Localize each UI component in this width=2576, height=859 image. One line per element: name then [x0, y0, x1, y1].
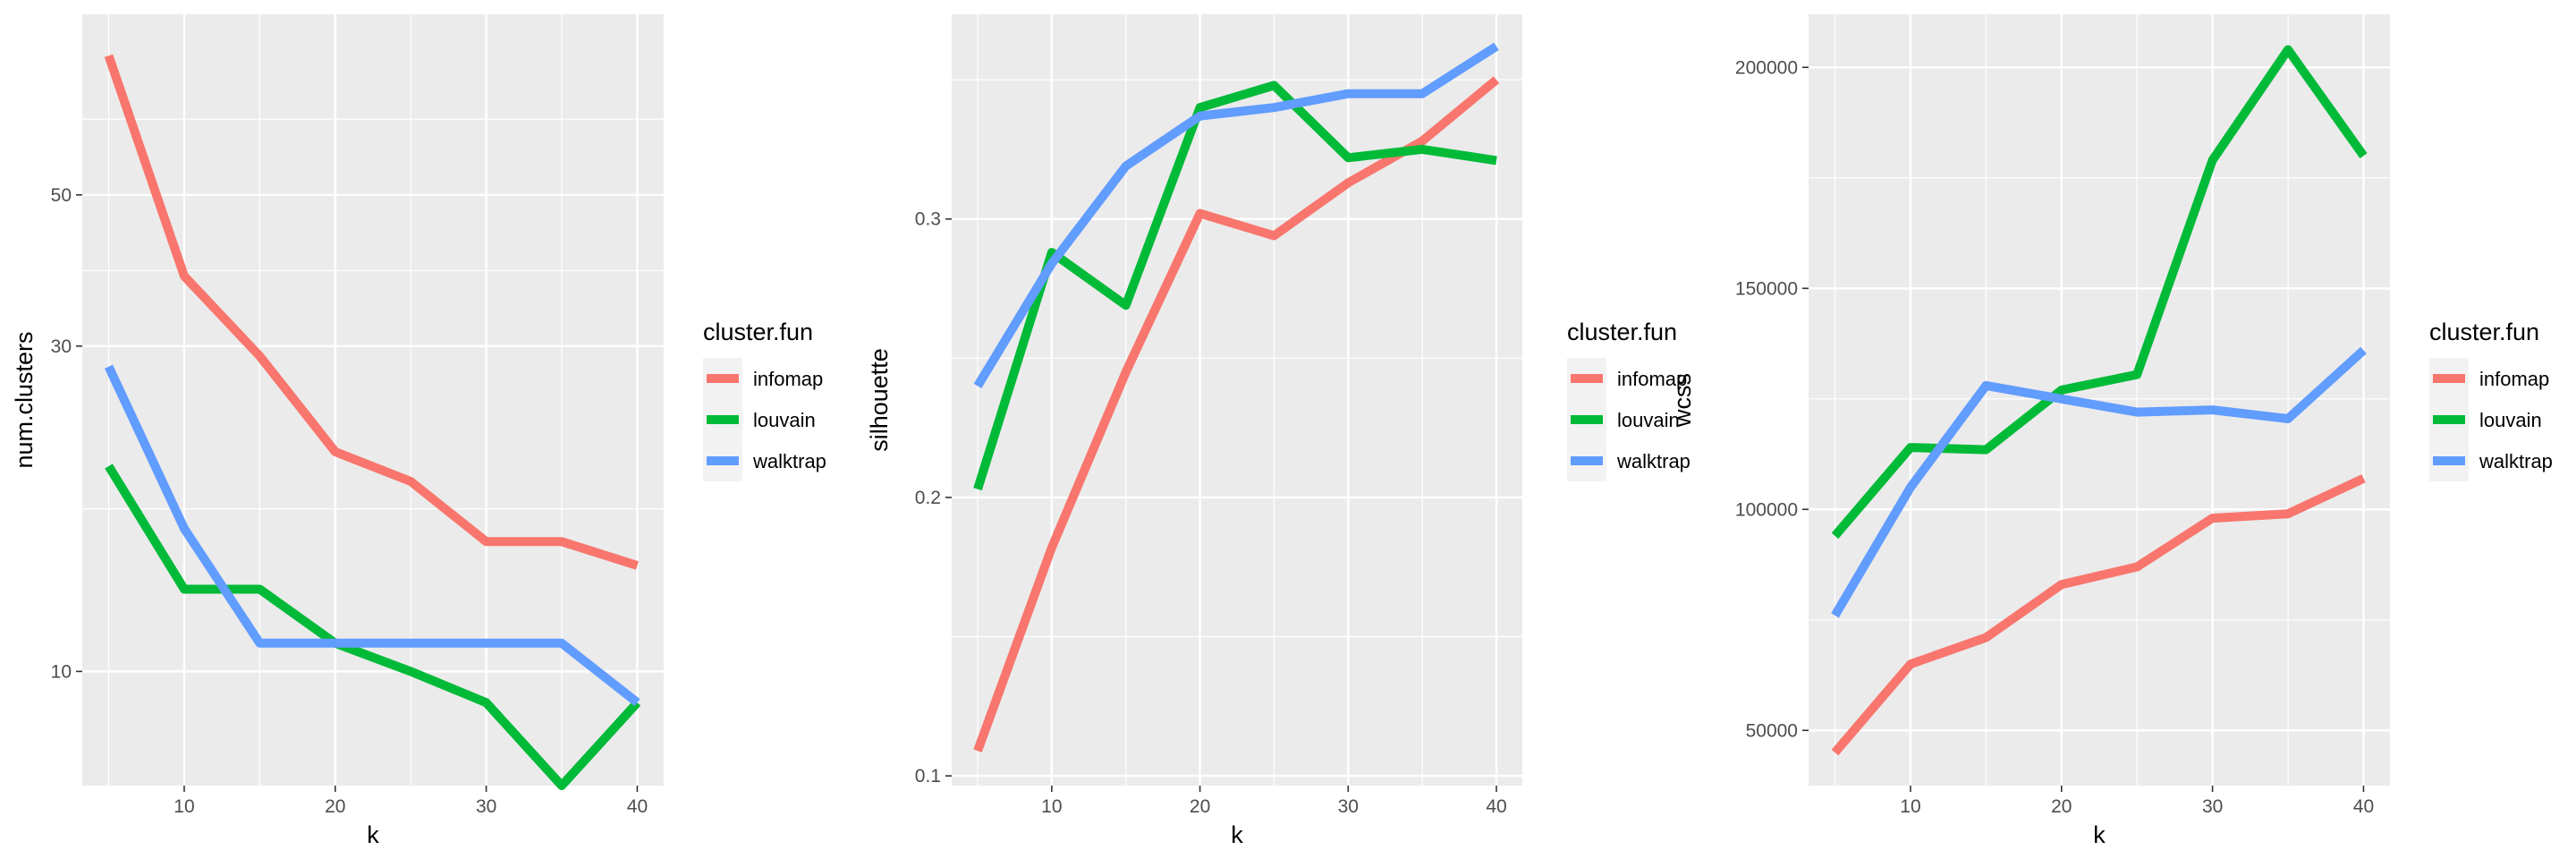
- y-tick-label: 200000: [1735, 57, 1798, 78]
- panel-background: [82, 14, 664, 786]
- legend: cluster.fun infomap louvain walktrap: [2429, 319, 2553, 481]
- series-line-infomap: [104, 54, 640, 570]
- x-tick-label: 20: [325, 796, 345, 817]
- y-tick-label: 0.1: [915, 766, 941, 787]
- series-line-louvain: [1831, 45, 2368, 540]
- series-line-walktrap: [104, 364, 640, 707]
- y-tick-label: 0.3: [915, 209, 941, 230]
- legend-label-louvain: louvain: [753, 409, 816, 431]
- y-axis-title: silhouette: [866, 348, 893, 452]
- y-tick-label: 0.2: [915, 488, 941, 508]
- legend-label-louvain: louvain: [1617, 409, 1680, 431]
- x-axis-title: k: [367, 821, 379, 848]
- series-line-walktrap: [973, 42, 1499, 388]
- y-tick-label: 50: [51, 185, 72, 206]
- legend-label-louvain: louvain: [2479, 409, 2542, 431]
- x-tick-label: 40: [627, 796, 648, 817]
- x-tick-label: 40: [1486, 796, 1506, 817]
- legend-title: cluster.fun: [2429, 319, 2539, 345]
- series-line-louvain: [105, 464, 641, 790]
- series-lines: [973, 42, 1500, 753]
- legend-title: cluster.fun: [1567, 319, 1677, 345]
- y-tick-label: 100000: [1735, 499, 1798, 520]
- x-axis-title: k: [1231, 821, 1243, 848]
- y-tick-label: 30: [51, 336, 72, 357]
- legend-label-infomap: infomap: [2479, 368, 2549, 390]
- legend-label-walktrap: walktrap: [2479, 450, 2553, 472]
- series-lines: [104, 54, 641, 790]
- x-tick-label: 10: [1041, 796, 1062, 817]
- y-tick-label: 10: [51, 661, 72, 682]
- x-tick-label: 30: [476, 796, 496, 817]
- x-axis-title: k: [2093, 821, 2106, 848]
- legend-label-walktrap: walktrap: [752, 450, 826, 472]
- legend-title: cluster.fun: [703, 319, 813, 345]
- y-axis-title: num.clusters: [11, 331, 38, 468]
- legend-label-walktrap: walktrap: [1616, 450, 1690, 472]
- y-axis-title: wcss: [1669, 373, 1696, 428]
- panel-background: [1809, 14, 2390, 786]
- x-tick-label: 30: [1338, 796, 1359, 817]
- legend-label-infomap: infomap: [1617, 368, 1687, 390]
- x-tick-label: 40: [2353, 796, 2374, 817]
- series-line-walktrap: [1831, 346, 2367, 618]
- gridlines: [952, 14, 1522, 786]
- x-tick-label: 30: [2202, 796, 2223, 817]
- chart-wcss: 10 20 30 40 50000 100000 150000 200000 k wcss clus…: [1669, 14, 2553, 848]
- legend: cluster.fun infomap louvain walktrap: [703, 319, 826, 481]
- panel-background: [952, 14, 1522, 786]
- y-tick-label: 50000: [1746, 720, 1798, 741]
- y-tick-label: 150000: [1735, 278, 1798, 299]
- series-lines: [1831, 45, 2368, 756]
- x-tick-label: 20: [2051, 796, 2072, 817]
- chart-num-clusters: 10 20 30 40 10 30 50 k num.clusters cluster.fun in…: [11, 14, 826, 848]
- x-tick-label: 10: [174, 796, 194, 817]
- series-line-louvain: [973, 81, 1497, 491]
- x-tick-label: 10: [1900, 796, 1920, 817]
- x-tick-label: 20: [1190, 796, 1210, 817]
- legend-label-infomap: infomap: [753, 368, 823, 390]
- series-line-infomap: [1831, 474, 2366, 756]
- legend: cluster.fun infomap louvain walktrap: [1567, 319, 1690, 481]
- chart-silhouette: 10 20 30 40 0.1 0.2 0.3 k silhouette cluster.fun i…: [866, 14, 1690, 848]
